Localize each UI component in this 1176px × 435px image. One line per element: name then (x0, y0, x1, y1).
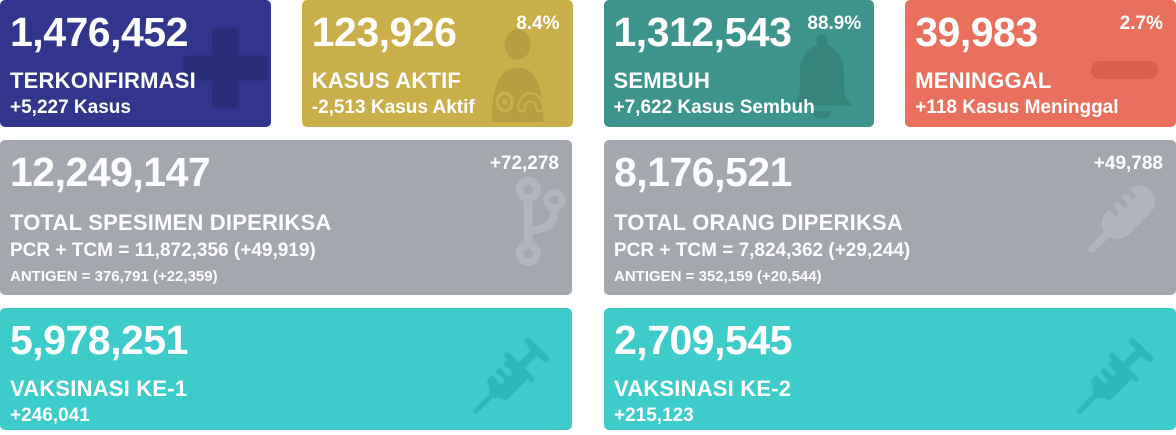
vaccination-row: 5,978,251 VAKSINASI KE-1 +246,041 (0, 308, 1176, 430)
card-kasus-aktif: 8.4% 123,926 KASUS AKTIF -2,513 Kasus Ak… (301, 0, 573, 127)
active-value: 123,926 (311, 9, 457, 55)
recovered-label: SEMBUH (613, 68, 711, 94)
vaksin1-label: VAKSINASI KE-1 (10, 376, 188, 402)
spesimen-label: TOTAL SPESIMEN DIPERIKSA (10, 210, 332, 236)
card-total-orang: +49,788 8,176,521 TOTAL ORANG DIPERIKSA … (604, 140, 1176, 295)
orang-pcr-line: PCR + TCM = 7,824,362 (+29,244) (614, 240, 911, 262)
active-label: KASUS AKTIF (311, 68, 462, 94)
deaths-delta: +118 Kasus Meninggal (915, 97, 1119, 119)
deaths-value: 39,983 (915, 9, 1038, 55)
spesimen-delta: +72,278 (489, 153, 559, 174)
orang-value: 8,176,521 (614, 149, 792, 195)
card-sembuh: 88.9% 1,312,543 SEMBUH +7,622 Kasus Semb… (603, 0, 875, 127)
bell-icon (785, 31, 859, 119)
card-terkonfirmasi: 1,476,452 TERKONFIRMASI +5,227 Kasus (0, 0, 271, 127)
summary-row: 1,476,452 TERKONFIRMASI +5,227 Kasus 8.4… (0, 0, 1176, 127)
spesimen-antigen-line: ANTIGEN = 376,791 (+22,359) (10, 268, 218, 286)
orang-label: TOTAL ORANG DIPERIKSA (614, 210, 903, 236)
vaksin2-value: 2,709,545 (614, 317, 792, 363)
fork-icon (498, 173, 566, 270)
active-percent: 8.4% (516, 13, 560, 34)
card-vaksinasi-2: 2,709,545 VAKSINASI KE-2 +215,123 (604, 308, 1176, 430)
spesimen-pcr-line: PCR + TCM = 11,872,356 (+49,919) (10, 240, 316, 262)
deaths-label: MENINGGAL (915, 68, 1052, 94)
syringe-icon (459, 328, 559, 428)
plus-icon (181, 26, 269, 110)
card-total-spesimen: +72,278 12,249,147 TOTAL SPESIMEN DIPERI… (0, 140, 572, 295)
card-meninggal: 2.7% 39,983 MENINGGAL +118 Kasus Meningg… (905, 0, 1176, 127)
orang-antigen-line: ANTIGEN = 352,159 (+20,544) (614, 268, 822, 286)
recovered-delta: +7,622 Kasus Sembuh (613, 97, 815, 119)
doctor-icon (485, 26, 553, 122)
card-vaksinasi-1: 5,978,251 VAKSINASI KE-1 +246,041 (0, 308, 572, 430)
vaksin2-delta: +215,123 (614, 405, 694, 427)
recovered-percent: 88.9% (807, 13, 862, 34)
syringe-icon (1063, 328, 1163, 428)
vaksin1-value: 5,978,251 (10, 317, 188, 363)
confirmed-value: 1,476,452 (10, 9, 188, 55)
deaths-percent: 2.7% (1119, 13, 1163, 34)
testing-row: +72,278 12,249,147 TOTAL SPESIMEN DIPERI… (0, 140, 1176, 295)
confirmed-delta: +5,227 Kasus (10, 97, 131, 119)
confirmed-label: TERKONFIRMASI (10, 68, 196, 94)
active-delta: -2,513 Kasus Aktif (311, 97, 475, 119)
minus-icon (1091, 61, 1158, 79)
spesimen-value: 12,249,147 (10, 149, 211, 195)
orang-delta: +49,788 (1093, 153, 1163, 174)
thermometer-icon (1076, 173, 1168, 265)
recovered-value: 1,312,543 (613, 9, 792, 55)
vaksin1-delta: +246,041 (10, 405, 90, 427)
vaksin2-label: VAKSINASI KE-2 (614, 376, 792, 402)
